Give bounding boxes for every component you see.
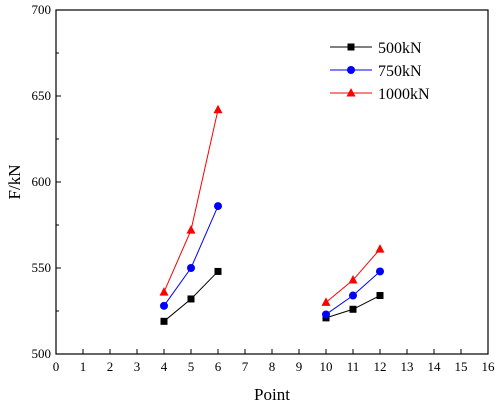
x-tick-label: 13 [401,359,414,374]
plot-frame [55,9,489,355]
data-point-500kn [349,305,357,313]
legend-label-1000kn: 1000kN [378,86,430,103]
data-point-500kn [214,267,222,275]
data-point-500kn [187,295,195,303]
x-tick-label: 15 [455,359,468,374]
y-tick-label: 600 [32,174,52,189]
x-tick-label: 6 [215,359,222,374]
x-tick-label: 12 [374,359,387,374]
x-tick-label: 8 [269,359,276,374]
data-point-1000kn [348,275,358,284]
data-point-750kn [349,291,357,300]
data-point-1000kn [321,297,331,306]
legend-marker-500kn [347,43,355,51]
y-tick-label: 700 [32,2,52,17]
x-axis-label: Point [254,385,290,404]
y-tick-label: 500 [32,346,52,361]
x-tick-label: 11 [347,359,360,374]
x-tick-label: 16 [482,359,496,374]
legend-label-750kn: 750kN [378,63,422,80]
data-point-1000kn [159,287,169,296]
legend-marker-1000kn [346,88,356,97]
data-point-750kn [322,310,330,319]
y-tick-label: 550 [32,260,52,275]
legend-label-500kn: 500kN [378,40,422,57]
y-axis-label: F/kN [5,165,24,200]
x-tick-label: 7 [242,359,249,374]
data-point-750kn [214,202,222,211]
x-tick-label: 1 [80,359,87,374]
data-point-1000kn [213,104,223,114]
data-point-500kn [376,292,384,300]
data-point-750kn [160,301,168,310]
x-tick-label: 10 [320,359,333,374]
legend-marker-750kn [347,66,355,74]
data-point-1000kn [375,244,385,253]
x-tick-label: 0 [53,359,60,374]
data-point-750kn [376,267,384,276]
data-point-1000kn [186,225,196,234]
x-tick-label: 14 [428,359,442,374]
x-tick-label: 5 [188,359,195,374]
y-tick-label: 650 [32,88,52,103]
data-point-500kn [160,317,168,325]
x-tick-label: 3 [134,359,141,374]
series-line-750kn [163,205,219,307]
x-tick-label: 2 [107,359,114,374]
x-tick-label: 9 [296,359,303,374]
x-tick-label: 4 [161,359,168,374]
data-point-750kn [187,264,195,272]
